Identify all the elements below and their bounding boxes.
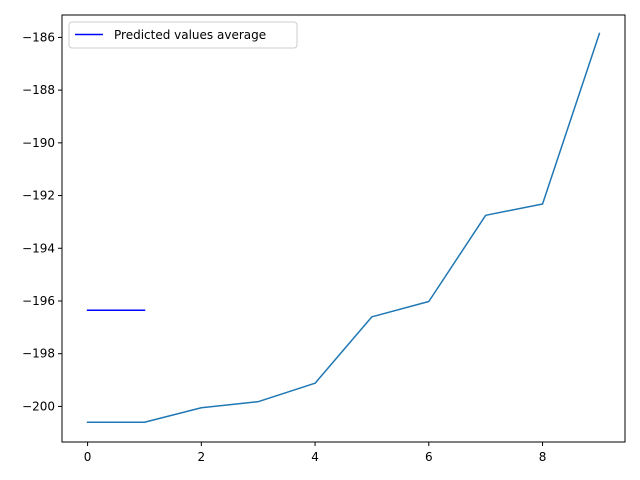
- legend: Predicted values average: [68, 21, 298, 49]
- y-tick-label: −194: [22, 241, 55, 255]
- legend-label-predicted-values-average: Predicted values average: [114, 28, 266, 42]
- y-tick-label: −186: [22, 30, 55, 44]
- y-tick-label: −190: [22, 136, 55, 150]
- y-tick-label: −200: [22, 399, 55, 413]
- y-tick-label: −188: [22, 83, 55, 97]
- y-axis: −186 −188 −190 −192 −194 −196 −198 −200: [22, 30, 62, 413]
- y-tick-label: −196: [22, 294, 55, 308]
- series-line-main: [86, 32, 601, 423]
- plot-frame: [61, 14, 626, 443]
- x-tick-label: 2: [198, 450, 206, 464]
- x-tick-label: 6: [425, 450, 433, 464]
- x-tick-label: 0: [84, 450, 92, 464]
- series-layer: [86, 32, 601, 423]
- x-tick-label: 4: [311, 450, 319, 464]
- x-tick-label: 8: [539, 450, 547, 464]
- y-tick-label: −198: [22, 347, 55, 361]
- legend-box: [68, 21, 298, 49]
- x-axis: 0 2 4 6 8: [84, 442, 547, 464]
- y-tick-label: −192: [22, 189, 55, 203]
- plot-area: [62, 15, 625, 442]
